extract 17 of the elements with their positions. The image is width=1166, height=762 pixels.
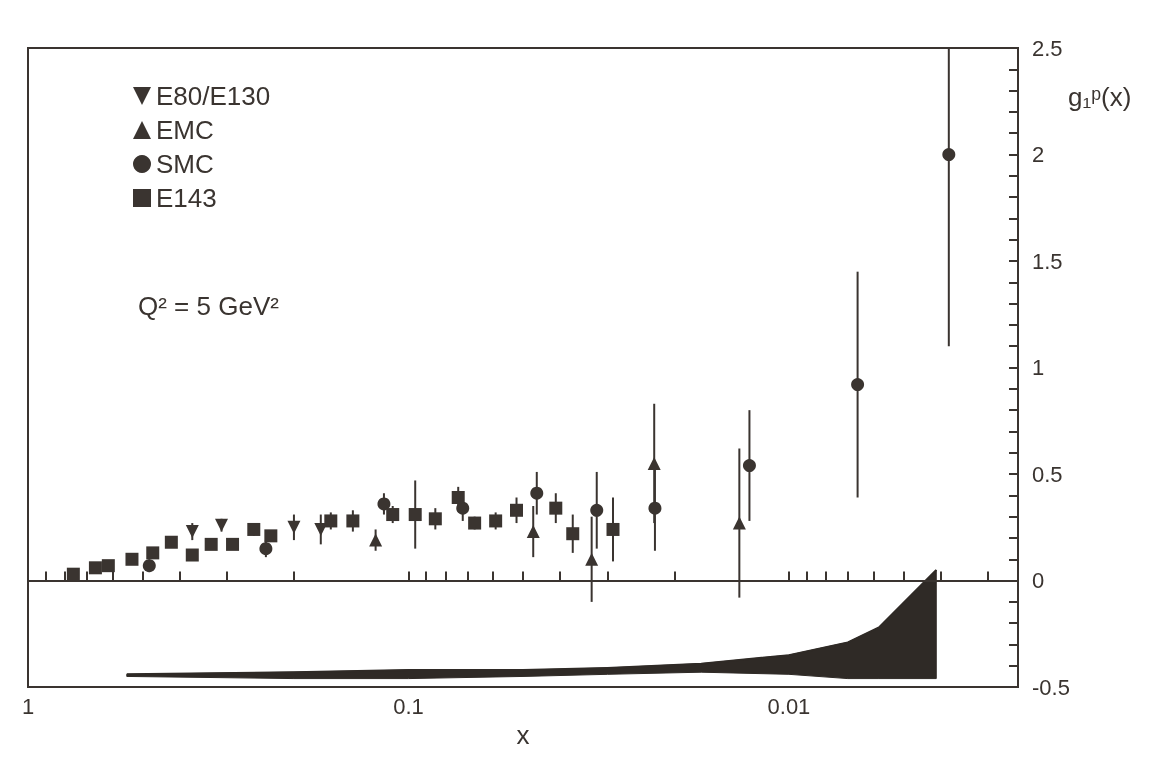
- legend-label: E143: [156, 183, 217, 213]
- x-tick-label: 0.1: [393, 693, 424, 719]
- y-tick-label: 0.5: [1032, 461, 1063, 487]
- y-tick-label: 0: [1032, 568, 1045, 594]
- y-tick-label: 1.5: [1032, 248, 1063, 274]
- legend-label: EMC: [156, 115, 214, 145]
- y-tick-label: 2: [1032, 142, 1045, 168]
- x-tick-label: 0.01: [767, 693, 811, 719]
- x-axis-title: x: [516, 720, 530, 750]
- annotation: Q² = 5 GeV²: [138, 291, 280, 321]
- x-tick-label: 1: [21, 693, 35, 719]
- y-tick-label: -0.5: [1032, 674, 1070, 700]
- legend-label: E80/E130: [156, 81, 271, 111]
- legend-label: SMC: [156, 149, 214, 179]
- y-tick-label: 1: [1032, 355, 1045, 381]
- y-tick-label: 2.5: [1032, 35, 1063, 61]
- y-axis-title: g₁ᵖ(x): [1068, 82, 1132, 112]
